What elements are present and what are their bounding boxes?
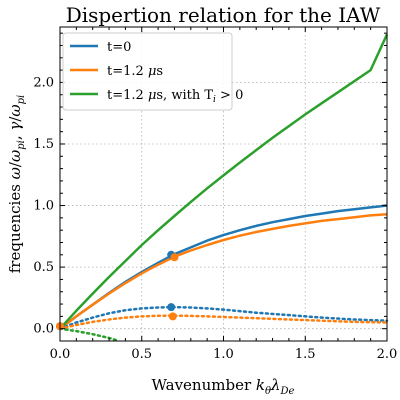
chart-title: Dispertion relation for the IAW <box>66 3 381 27</box>
y-tick-label-0: 0.0 <box>33 322 54 337</box>
y-tick-label-3: 1.5 <box>33 137 54 152</box>
series-line-1 <box>59 212 388 330</box>
y-axis-label: frequencies ω/ωpi, γ/ωpi <box>6 95 27 274</box>
legend-box <box>62 32 233 111</box>
y-tick-label-2: 1.0 <box>33 199 54 214</box>
data-marker-2 <box>167 303 176 312</box>
legend-label-0: t=0 <box>107 40 131 55</box>
axis-ticks: 0.0 0.5 1.0 1.5 2.0 0.0 0.5 1.0 1.5 2.0 <box>33 27 397 362</box>
y-tick-label-4: 2.0 <box>33 75 54 90</box>
data-marker-1 <box>170 253 179 262</box>
x-tick-label-3: 1.5 <box>295 347 316 362</box>
series-line-2 <box>59 33 389 330</box>
x-tick-label-4: 2.0 <box>377 347 398 362</box>
legend-label-1: t=1.2 μs <box>107 64 163 79</box>
series-line-4 <box>58 314 389 330</box>
legend-label-2: t=1.2 μs, with Ti > 0 <box>107 88 243 105</box>
marker-layer <box>56 250 179 331</box>
series-layer <box>58 33 389 342</box>
x-axis-label: Wavenumber kθλDe <box>152 376 295 397</box>
legend: t=0 t=1.2 μs t=1.2 μs, with Ti > 0 <box>62 32 243 111</box>
series-line-5 <box>58 327 119 342</box>
y-tick-label-1: 0.5 <box>33 260 54 275</box>
x-tick-label-2: 1.0 <box>213 347 234 362</box>
x-tick-label-1: 0.5 <box>131 347 152 362</box>
data-marker-3 <box>168 312 177 321</box>
x-tick-label-0: 0.0 <box>50 347 71 362</box>
series-line-3 <box>58 305 389 330</box>
